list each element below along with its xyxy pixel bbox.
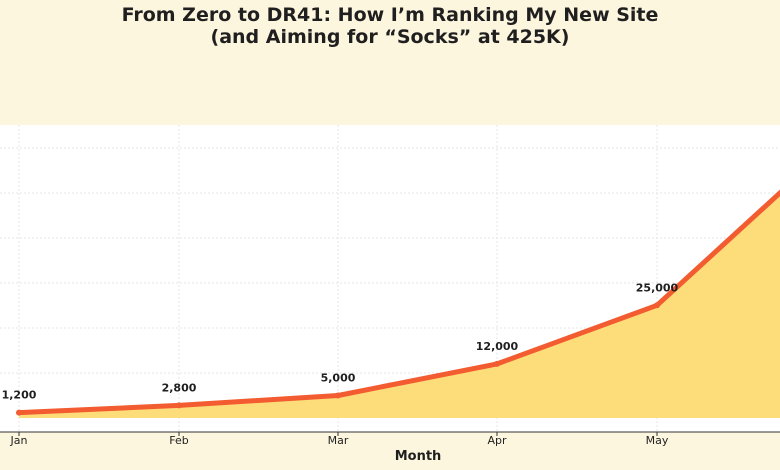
data-label: 2,800 — [162, 381, 197, 394]
x-tick-label: Feb — [169, 434, 188, 447]
chart-title: From Zero to DR41: How I’m Ranking My Ne… — [121, 4, 659, 48]
series-line — [16, 189, 780, 416]
data-points — [16, 302, 660, 416]
data-label: 25,000 — [636, 281, 679, 294]
data-label: 12,000 — [476, 340, 519, 353]
grid-lines — [0, 125, 780, 432]
data-point — [176, 402, 182, 409]
x-tick-label: Jan — [10, 434, 28, 447]
data-label: 1,200 — [2, 389, 37, 402]
x-axis-title: Month — [395, 449, 442, 464]
data-point — [16, 409, 22, 416]
series-area-fill — [19, 192, 780, 418]
data-label: 5,000 — [321, 372, 356, 385]
x-tick-label: May — [646, 434, 669, 447]
data-labels: 1,200 2,800 5,000 12,000 25,000 — [2, 281, 679, 401]
x-tick-label: Apr — [487, 434, 507, 447]
data-point — [654, 302, 660, 309]
data-point — [335, 392, 341, 399]
data-point — [494, 360, 500, 367]
x-tick-label: Mar — [328, 434, 349, 447]
x-axis-ticks: Jan Feb Mar Apr May — [10, 432, 669, 447]
